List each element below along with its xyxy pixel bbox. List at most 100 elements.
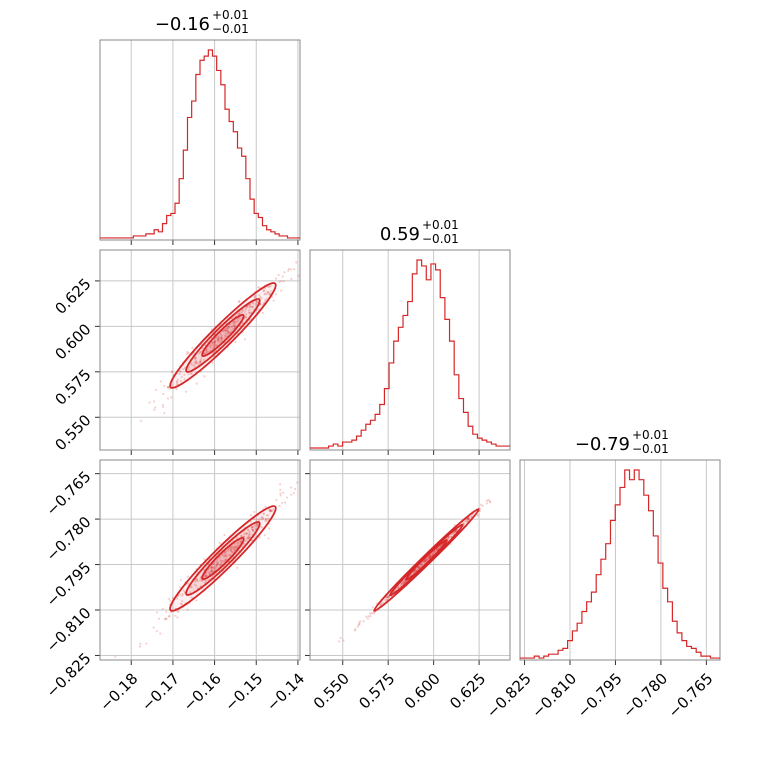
scatter-point bbox=[297, 274, 300, 277]
scatter-point bbox=[217, 338, 220, 341]
scatter-point bbox=[182, 368, 185, 371]
x-tick-label: −0.825 bbox=[483, 670, 535, 722]
scatter-point bbox=[239, 534, 242, 537]
x-tick-label: 0.550 bbox=[310, 670, 353, 713]
scatter-point bbox=[238, 300, 241, 304]
scatter-point bbox=[178, 372, 181, 375]
scatter-point bbox=[234, 325, 237, 328]
scatter-point bbox=[277, 273, 280, 277]
scatter-point bbox=[255, 522, 259, 526]
scatter-point bbox=[193, 583, 196, 586]
scatter-point bbox=[186, 575, 189, 578]
scatter-point bbox=[386, 595, 389, 598]
scatter-point bbox=[467, 517, 471, 520]
scatter-point bbox=[427, 557, 430, 560]
scatter-point bbox=[175, 380, 178, 383]
scatter-point bbox=[212, 566, 215, 569]
title-upper-error: +0.01 bbox=[632, 428, 669, 442]
scatter-point bbox=[269, 510, 272, 513]
scatter-point bbox=[284, 501, 287, 504]
title-upper-error: +0.01 bbox=[212, 8, 249, 22]
scatter-point bbox=[425, 558, 428, 561]
scatter-point bbox=[174, 614, 177, 617]
scatter-point bbox=[280, 279, 283, 283]
scatter-contour-panel-param-1-vs-param-2 bbox=[95, 249, 301, 455]
scatter-point bbox=[256, 300, 259, 304]
scatter-point bbox=[223, 329, 227, 332]
scatter-point bbox=[189, 362, 193, 365]
scatter-point bbox=[229, 554, 232, 557]
scatter-point bbox=[435, 548, 438, 551]
scatter-point bbox=[195, 360, 198, 363]
scatter-point bbox=[223, 533, 226, 537]
scatter-point bbox=[414, 569, 417, 572]
scatter-point bbox=[476, 514, 479, 517]
scatter-point bbox=[247, 536, 250, 539]
scatter-point bbox=[216, 338, 219, 341]
scatter-point bbox=[217, 335, 220, 338]
scatter-point bbox=[258, 294, 261, 297]
scatter-point bbox=[245, 532, 248, 535]
scatter-point bbox=[431, 553, 434, 556]
x-tick-label: −0.18 bbox=[96, 670, 141, 715]
scatter-point bbox=[223, 555, 227, 558]
scatter-point bbox=[296, 481, 299, 484]
scatter-point bbox=[216, 562, 219, 565]
scatter-point bbox=[250, 526, 253, 529]
scatter-point bbox=[278, 280, 281, 283]
scatter-point bbox=[220, 337, 223, 340]
panel-frame bbox=[99, 459, 301, 661]
scatter-point bbox=[429, 554, 432, 558]
scatter-point bbox=[243, 535, 246, 538]
scatter-point bbox=[175, 383, 178, 386]
scatter-point bbox=[179, 602, 183, 605]
scatter-point bbox=[181, 592, 184, 596]
scatter-point bbox=[243, 338, 247, 341]
scatter-point bbox=[145, 642, 148, 645]
scatter-point bbox=[466, 519, 469, 522]
scatter-point bbox=[224, 552, 227, 555]
scatter-point bbox=[238, 312, 241, 316]
scatter-point bbox=[261, 516, 265, 519]
scatter-point bbox=[215, 344, 218, 347]
scatter-point bbox=[202, 358, 205, 361]
scatter-point bbox=[254, 527, 257, 531]
scatter-point bbox=[366, 617, 369, 620]
scatter-point bbox=[384, 596, 388, 599]
scatter-point bbox=[215, 564, 218, 567]
scatter-point bbox=[209, 344, 212, 348]
scatter-point bbox=[180, 603, 183, 606]
scatter-point bbox=[339, 636, 342, 640]
scatter-point bbox=[231, 547, 234, 550]
scatter-point bbox=[230, 548, 233, 551]
scatter-point bbox=[255, 299, 258, 302]
scatter-point bbox=[260, 515, 264, 519]
scatter-point bbox=[465, 520, 468, 523]
scatter-point bbox=[433, 551, 436, 554]
scatter-point bbox=[210, 569, 213, 572]
scatter-point bbox=[228, 331, 231, 334]
scatter-point bbox=[210, 567, 213, 570]
scatter-point bbox=[198, 361, 201, 364]
scatter-point bbox=[168, 614, 171, 618]
scatter-point bbox=[254, 303, 258, 306]
scatter-point bbox=[222, 560, 226, 563]
scatter-point bbox=[204, 574, 207, 577]
scatter-point bbox=[233, 324, 236, 328]
scatter-point bbox=[193, 366, 196, 369]
scatter-point bbox=[380, 602, 383, 605]
scatter-point bbox=[433, 550, 437, 553]
scatter-point bbox=[260, 518, 264, 521]
scatter-point bbox=[162, 392, 165, 396]
scatter-point bbox=[194, 580, 197, 583]
scatter-point bbox=[155, 629, 158, 633]
scatter-point bbox=[210, 569, 213, 572]
title-lower-error: −0.01 bbox=[632, 442, 669, 456]
scatter-point bbox=[367, 615, 370, 618]
histogram-step-line bbox=[100, 49, 300, 239]
scatter-point bbox=[264, 292, 267, 295]
scatter-point bbox=[447, 535, 450, 539]
scatter-point bbox=[210, 570, 213, 573]
scatter-point bbox=[171, 596, 174, 599]
scatter-point bbox=[194, 358, 197, 361]
